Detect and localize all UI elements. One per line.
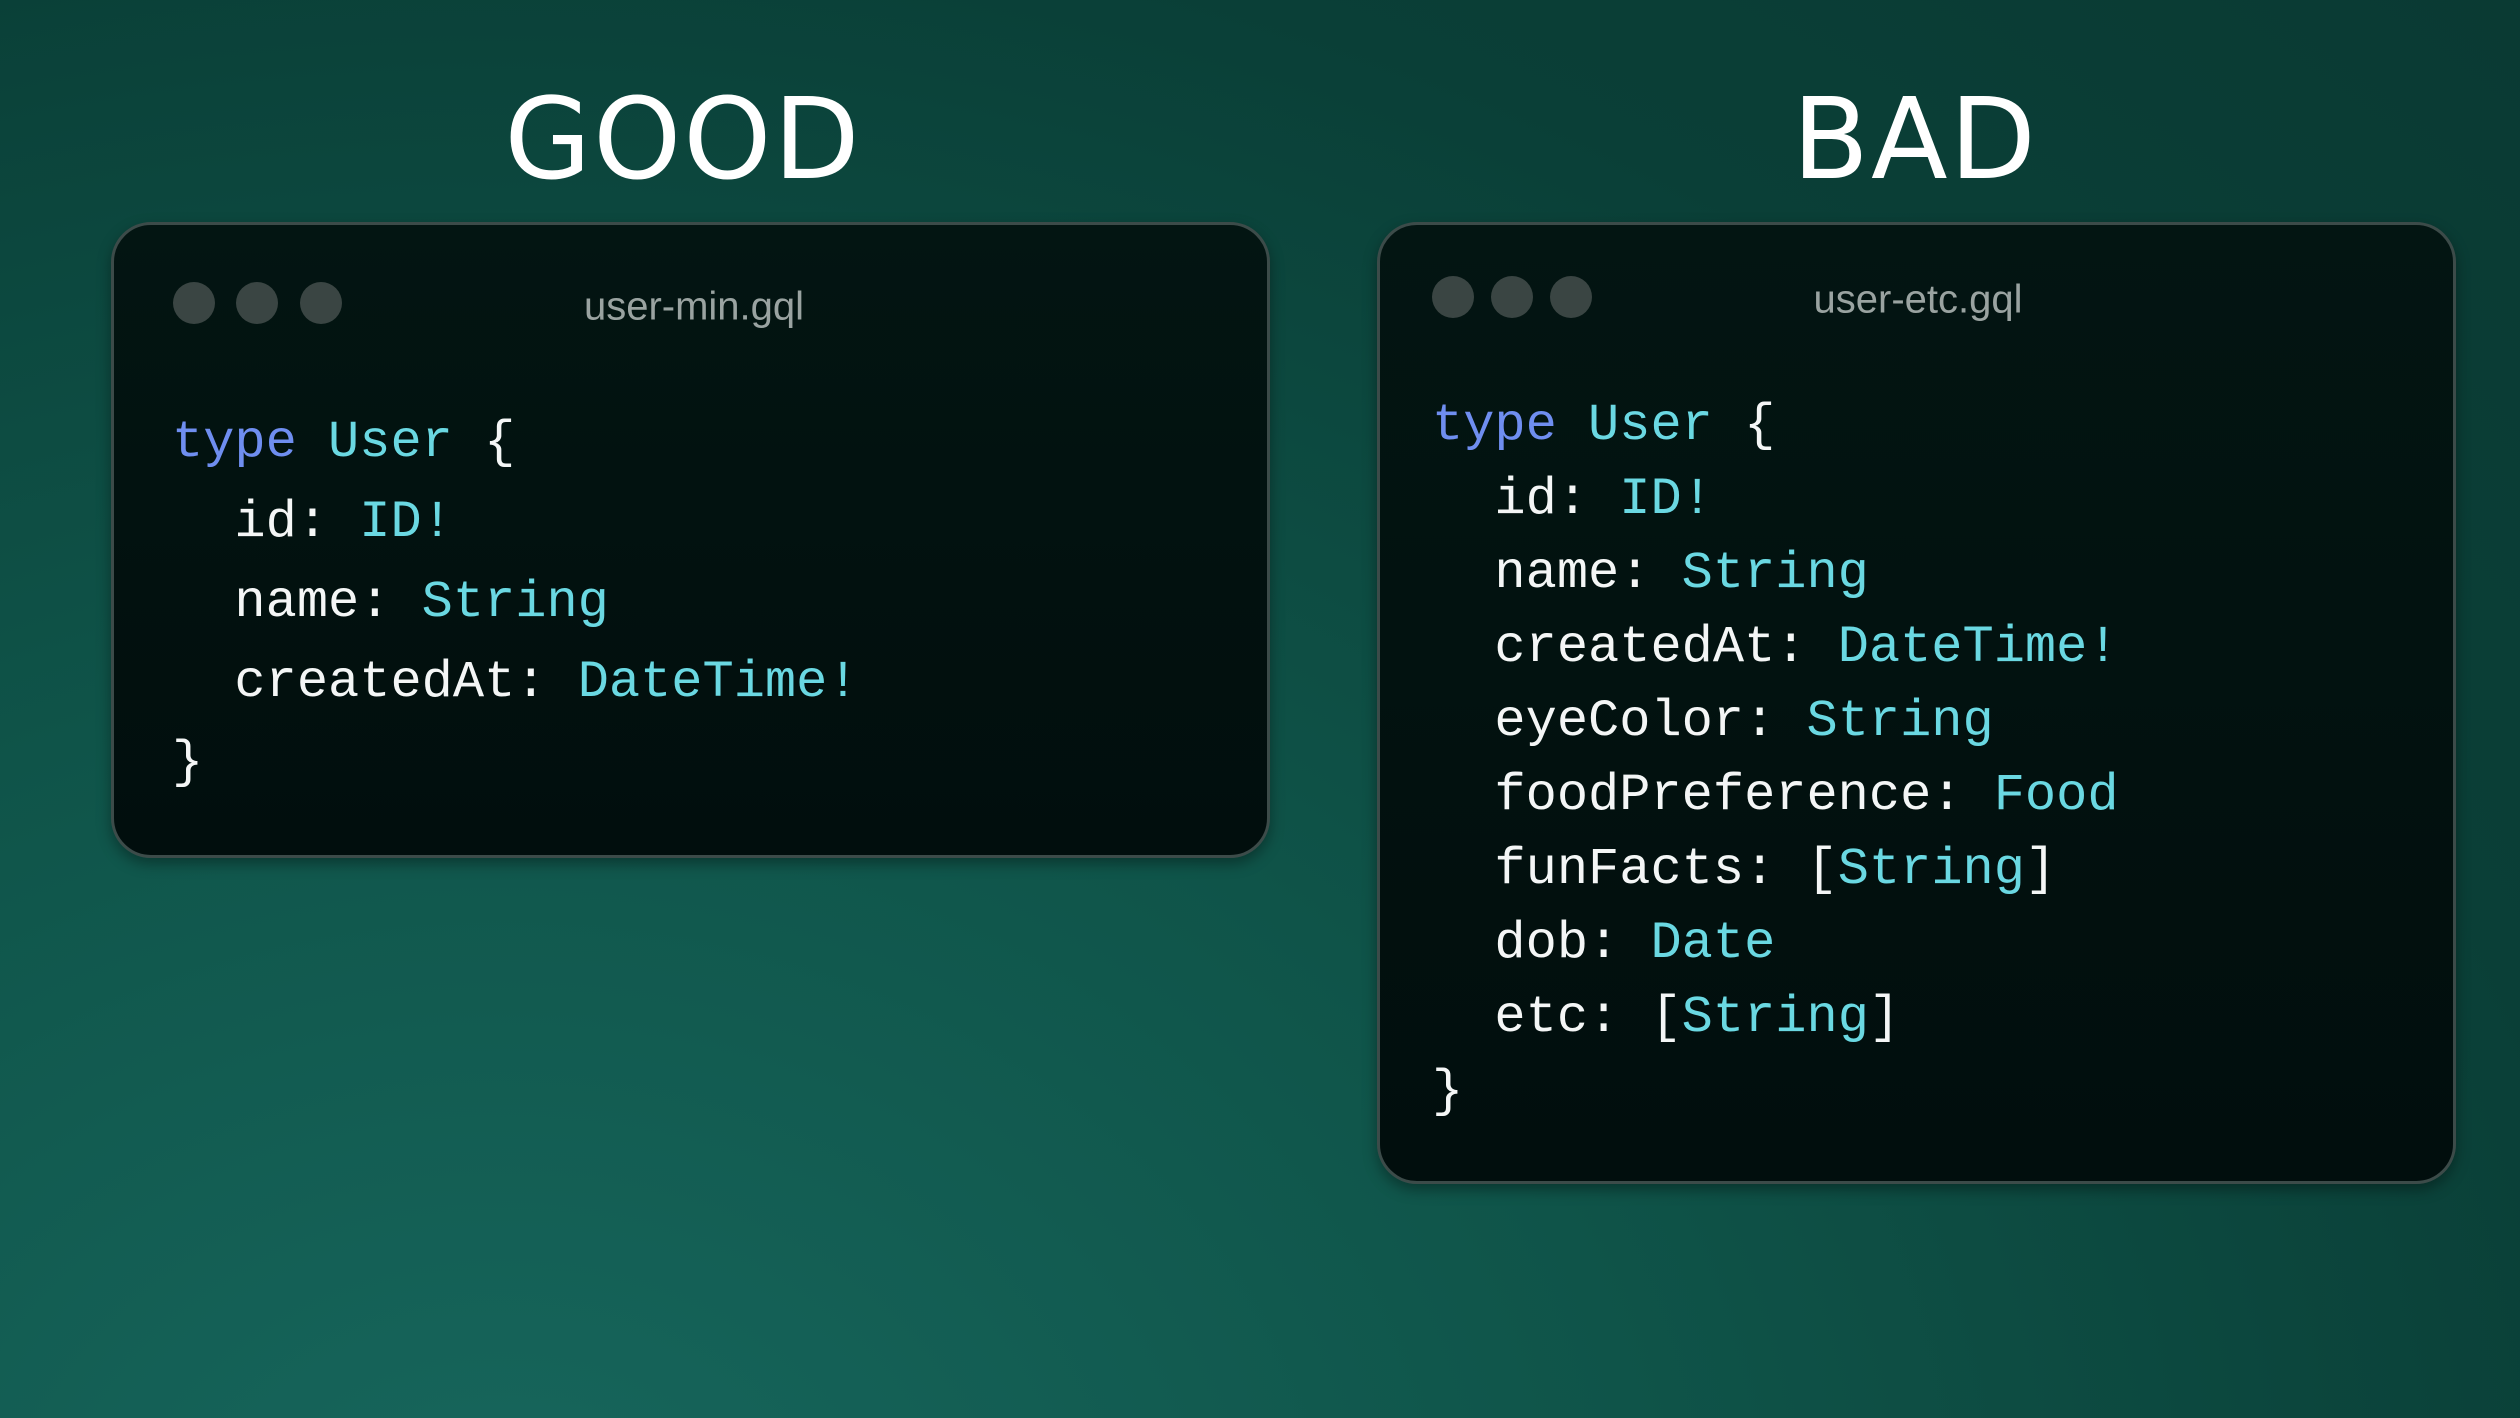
good-code-window: user-min.gql type User { id: ID! name: S… [111,222,1270,858]
window-close-dot [173,282,215,324]
window-maximize-dot [1550,276,1592,318]
code-line-field: id: ID! [1432,463,2119,537]
code-line-field: etc: [String] [1432,981,2119,1055]
code-line-type-declaration: type User { [1432,389,2119,463]
field-type: String [1681,544,1869,603]
field-type: Date [1650,914,1776,973]
field-name: id: [1494,470,1620,529]
keyword-type: type [1432,396,1557,455]
type-name: User [1588,396,1713,455]
code-line-field: name: String [1432,537,2119,611]
field-type: String [1806,692,1994,751]
code-block: type User { id: ID! name: String created… [172,403,859,803]
window-filename: user-etc.gql [1813,277,2023,322]
type-name: User [328,413,453,472]
code-block: type User { id: ID! name: String created… [1432,389,2119,1129]
field-name: name: [234,573,422,632]
field-type: DateTime! [577,653,859,712]
bad-heading: BAD [1792,75,2038,205]
code-line-type-declaration: type User { [172,403,859,483]
field-name: createdAt: [234,653,578,712]
field-type: String [1837,840,2025,899]
field-type: Food [1993,766,2119,825]
code-line-field: createdAt: DateTime! [172,643,859,723]
open-brace: { [1744,396,1776,455]
field-name: foodPreference: [1494,766,1994,825]
open-brace: { [484,413,516,472]
keyword-type: type [172,413,297,472]
field-type: String [421,573,609,632]
field-type: String [1681,988,1869,1047]
close-brace: } [172,733,204,792]
good-heading: GOOD [504,75,862,205]
close-brace: } [1432,1062,1464,1121]
field-type: ID! [359,493,453,552]
code-line-close: } [1432,1055,2119,1129]
window-maximize-dot [300,282,342,324]
code-line-field: dob: Date [1432,907,2119,981]
field-type: ID! [1619,470,1713,529]
window-minimize-dot [1491,276,1533,318]
code-line-field: funFacts: [String] [1432,833,2119,907]
field-name: name: [1494,544,1682,603]
field-name: dob: [1494,914,1651,973]
bad-code-window: user-etc.gql type User { id: ID! name: S… [1377,222,2456,1184]
field-name: id: [234,493,360,552]
window-minimize-dot [236,282,278,324]
code-line-field: eyeColor: String [1432,685,2119,759]
code-line-field: id: ID! [172,483,859,563]
code-line-close: } [172,723,859,803]
field-name: eyeColor: [1494,692,1807,751]
code-line-field: name: String [172,563,859,643]
list-close-bracket: ] [2024,840,2057,899]
window-filename: user-min.gql [583,284,805,329]
field-name: etc: [1494,988,1651,1047]
list-open-bracket: [ [1806,840,1838,899]
list-close-bracket: ] [1868,988,1901,1047]
window-close-dot [1432,276,1474,318]
field-type: DateTime! [1837,618,2119,677]
code-line-field: createdAt: DateTime! [1432,611,2119,685]
field-name: createdAt: [1494,618,1838,677]
field-name: funFacts: [1494,840,1807,899]
list-open-bracket: [ [1650,988,1682,1047]
code-line-field: foodPreference: Food [1432,759,2119,833]
